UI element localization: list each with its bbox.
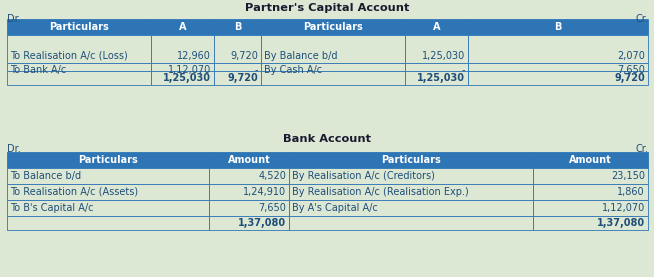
- Text: To Realisation A/c (Assets): To Realisation A/c (Assets): [10, 187, 138, 197]
- Bar: [532, 216, 648, 230]
- Bar: [214, 35, 261, 63]
- Text: -: -: [254, 65, 258, 75]
- Text: Bank Account: Bank Account: [283, 134, 371, 144]
- Bar: [289, 184, 532, 200]
- Text: 4,520: 4,520: [258, 171, 286, 181]
- Bar: [7, 216, 209, 230]
- Text: Cr.: Cr.: [635, 14, 648, 24]
- Text: Particulars: Particulars: [381, 155, 441, 165]
- Text: Dr.: Dr.: [7, 14, 21, 24]
- Bar: [261, 71, 405, 85]
- Text: 9,720: 9,720: [227, 73, 258, 83]
- Bar: [209, 200, 289, 216]
- Bar: [468, 19, 648, 35]
- Text: Cr.: Cr.: [635, 144, 648, 154]
- Text: Particulars: Particulars: [303, 22, 363, 32]
- Text: 23,150: 23,150: [611, 171, 645, 181]
- Text: 7,650: 7,650: [617, 65, 645, 75]
- Text: B: B: [554, 22, 562, 32]
- Bar: [532, 152, 648, 168]
- Bar: [7, 200, 209, 216]
- Bar: [468, 63, 648, 71]
- Text: Partner's Capital Account: Partner's Capital Account: [245, 3, 409, 13]
- Text: A: A: [179, 22, 186, 32]
- Text: 1,25,030: 1,25,030: [422, 51, 465, 61]
- Bar: [7, 71, 151, 85]
- Bar: [261, 19, 405, 35]
- Text: A: A: [433, 22, 440, 32]
- Bar: [7, 152, 209, 168]
- Text: 1,25,030: 1,25,030: [163, 73, 211, 83]
- Text: 1,860: 1,860: [617, 187, 645, 197]
- Text: 1,37,080: 1,37,080: [597, 218, 645, 228]
- Text: Particulars: Particulars: [78, 155, 138, 165]
- Text: To Bank A/c: To Bank A/c: [10, 65, 66, 75]
- Bar: [468, 71, 648, 85]
- Text: By Realisation A/c (Realisation Exp.): By Realisation A/c (Realisation Exp.): [292, 187, 469, 197]
- Text: 1,12,070: 1,12,070: [602, 203, 645, 213]
- Text: 1,24,910: 1,24,910: [243, 187, 286, 197]
- Text: 1,25,030: 1,25,030: [417, 73, 465, 83]
- Text: By Cash A/c: By Cash A/c: [264, 65, 322, 75]
- Bar: [289, 168, 532, 184]
- Text: To B's Capital A/c: To B's Capital A/c: [10, 203, 94, 213]
- Bar: [209, 152, 289, 168]
- Bar: [7, 63, 151, 71]
- Text: 9,720: 9,720: [230, 51, 258, 61]
- Bar: [209, 184, 289, 200]
- Text: Amount: Amount: [569, 155, 611, 165]
- Bar: [214, 19, 261, 35]
- Text: To Balance b/d: To Balance b/d: [10, 171, 81, 181]
- Text: Dr.: Dr.: [7, 144, 21, 154]
- Text: Particulars: Particulars: [49, 22, 109, 32]
- Bar: [7, 19, 151, 35]
- Bar: [209, 216, 289, 230]
- Bar: [405, 71, 468, 85]
- Text: 7,650: 7,650: [258, 203, 286, 213]
- Bar: [261, 63, 405, 71]
- Text: 9,720: 9,720: [614, 73, 645, 83]
- Bar: [209, 168, 289, 184]
- Text: To Realisation A/c (Loss): To Realisation A/c (Loss): [10, 51, 128, 61]
- Bar: [289, 152, 532, 168]
- Bar: [151, 63, 214, 71]
- Bar: [289, 200, 532, 216]
- Bar: [289, 216, 532, 230]
- Text: By Realisation A/c (Creditors): By Realisation A/c (Creditors): [292, 171, 435, 181]
- Text: By A's Capital A/c: By A's Capital A/c: [292, 203, 378, 213]
- Bar: [532, 168, 648, 184]
- Bar: [151, 35, 214, 63]
- Bar: [261, 35, 405, 63]
- Text: Amount: Amount: [228, 155, 270, 165]
- Bar: [405, 19, 468, 35]
- Text: 12,960: 12,960: [177, 51, 211, 61]
- Bar: [468, 35, 648, 63]
- Bar: [532, 200, 648, 216]
- Bar: [7, 35, 151, 63]
- Bar: [7, 168, 209, 184]
- Text: -: -: [461, 65, 465, 75]
- Text: 1,37,080: 1,37,080: [238, 218, 286, 228]
- Text: 2,070: 2,070: [617, 51, 645, 61]
- Bar: [214, 71, 261, 85]
- Bar: [151, 19, 214, 35]
- Bar: [405, 35, 468, 63]
- Bar: [151, 71, 214, 85]
- Text: B: B: [233, 22, 241, 32]
- Bar: [7, 184, 209, 200]
- Text: By Balance b/d: By Balance b/d: [264, 51, 337, 61]
- Bar: [532, 184, 648, 200]
- Text: 1,12,070: 1,12,070: [168, 65, 211, 75]
- Bar: [405, 63, 468, 71]
- Bar: [214, 63, 261, 71]
